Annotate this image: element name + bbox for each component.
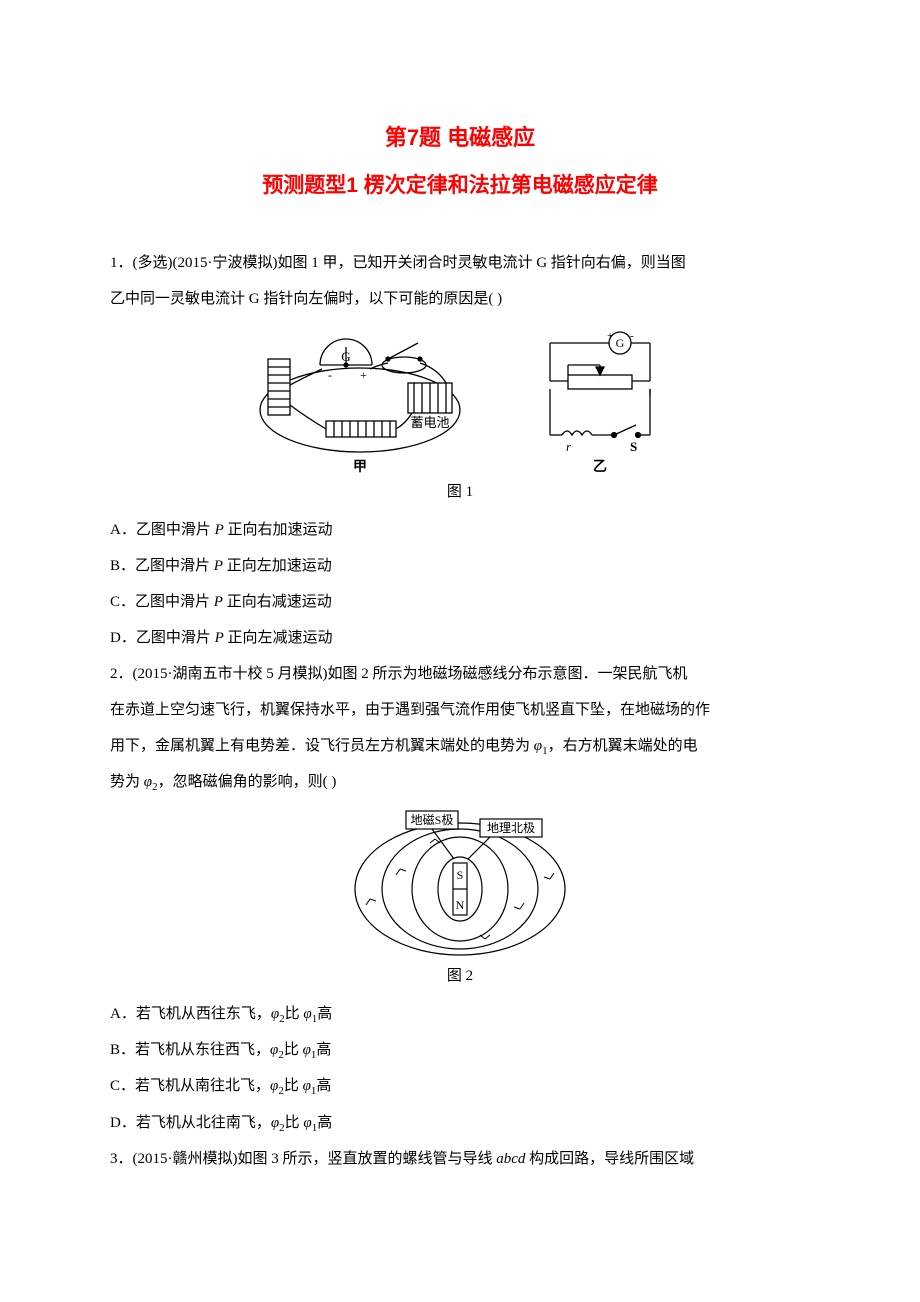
q2-option-d: D．若飞机从北往南飞，φ2比 φ1高 <box>110 1105 810 1141</box>
q2-option-c: C．若飞机从南往北飞，φ2比 φ1高 <box>110 1068 810 1104</box>
q2-stem-line4: 势为 φ2，忽略磁偏角的影响，则( ) <box>110 764 810 800</box>
q2-n-label: N <box>456 898 465 912</box>
q1-sublabel-right: 乙 <box>593 459 607 475</box>
q1-s-label: S <box>630 439 637 454</box>
q1-g-label-left: G <box>341 349 350 364</box>
q1-option-a: A．乙图中滑片 P 正向右加速运动 <box>110 512 810 548</box>
q1-r-label: r <box>566 439 572 454</box>
q2-option-b: B．若飞机从东往西飞，φ2比 φ1高 <box>110 1032 810 1068</box>
q2-spole-label: 地磁S极 <box>411 812 454 827</box>
q2-s-label: S <box>457 868 464 882</box>
q2-caption: 图 2 <box>110 963 810 990</box>
q2-stem-line3: 用下，金属机翼上有电势差．设飞行员左方机翼末端处的电势为 φ1，右方机翼末端处的… <box>110 728 810 764</box>
q1-stem-line2: 乙中同一灵敏电流计 G 指针向左偏时，以下可能的原因是( ) <box>110 281 810 317</box>
q1-g-label-right: G <box>616 336 625 350</box>
q1-minus-left: - <box>328 368 332 382</box>
q2-npole-label: 地理北极 <box>487 821 535 835</box>
q1-figure: G - + 蓄电池 甲 <box>110 325 810 475</box>
q1-option-c: C．乙图中滑片 P 正向右减速运动 <box>110 584 810 620</box>
q2-stem-line1: 2．(2015·湖南五市十校 5 月模拟)如图 2 所示为地磁场磁感线分布示意图… <box>110 656 810 692</box>
title-sub: 预测题型1 楞次定律和法拉第电磁感应定律 <box>110 169 810 203</box>
q1-option-d: D．乙图中滑片 P 正向左减速运动 <box>110 620 810 656</box>
q3-stem: 3．(2015·赣州模拟)如图 3 所示，竖直放置的螺线管与导线 abcd 构成… <box>110 1141 810 1177</box>
q2-figure-svg: 地磁S极 地理北极 S N <box>340 809 580 959</box>
q2-option-a: A．若飞机从西往东飞，φ2比 φ1高 <box>110 996 810 1032</box>
title-main: 第7题 电磁感应 <box>110 120 810 155</box>
q1-option-b: B．乙图中滑片 P 正向左加速运动 <box>110 548 810 584</box>
q1-caption: 图 1 <box>110 479 810 506</box>
q1-figure-svg: G - + 蓄电池 甲 <box>250 325 670 475</box>
q1-battery-label: 蓄电池 <box>410 415 449 430</box>
q1-plus-right: + <box>607 330 613 342</box>
q2-figure: 地磁S极 地理北极 S N <box>110 809 810 959</box>
q2-stem-line2: 在赤道上空匀速飞行，机翼保持水平，由于遇到强气流作用使飞机竖直下坠，在地磁场的作 <box>110 692 810 728</box>
q1-plus-left: + <box>360 368 367 382</box>
q1-sublabel-left: 甲 <box>353 459 367 475</box>
q1-stem-line1: 1．(多选)(2015·宁波模拟)如图 1 甲，已知开关闭合时灵敏电流计 G 指… <box>110 245 810 281</box>
q1-minus-right: - <box>630 330 634 342</box>
page-root: 第7题 电磁感应 预测题型1 楞次定律和法拉第电磁感应定律 1．(多选)(201… <box>0 0 920 1237</box>
